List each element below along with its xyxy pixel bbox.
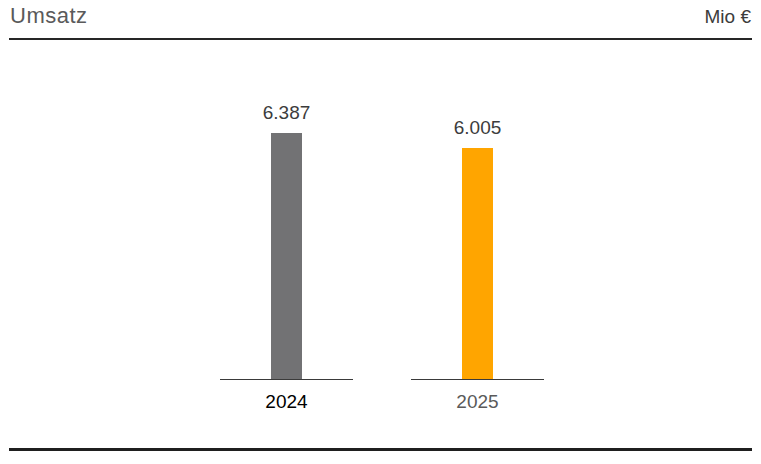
plot-area: 6.387 2024 6.005 2025 xyxy=(0,40,761,420)
unit-label: Mio € xyxy=(705,6,751,28)
bar-value-label-2025: 6.005 xyxy=(454,117,502,139)
bottom-rule xyxy=(9,448,752,451)
bar-group-2024: 6.387 2024 xyxy=(220,40,353,380)
bar-group-2025: 6.005 2025 xyxy=(411,40,544,380)
chart-title: Umsatz xyxy=(10,3,88,29)
chart-page: Umsatz Mio € 6.387 2024 6.005 2025 xyxy=(0,0,761,464)
bar-2024 xyxy=(271,133,302,379)
category-label-2025: 2025 xyxy=(411,391,544,413)
chart-header: Umsatz Mio € xyxy=(9,0,752,40)
category-label-2024: 2024 xyxy=(220,391,353,413)
bar-2025 xyxy=(462,148,493,379)
bar-value-label-2024: 6.387 xyxy=(263,102,311,124)
